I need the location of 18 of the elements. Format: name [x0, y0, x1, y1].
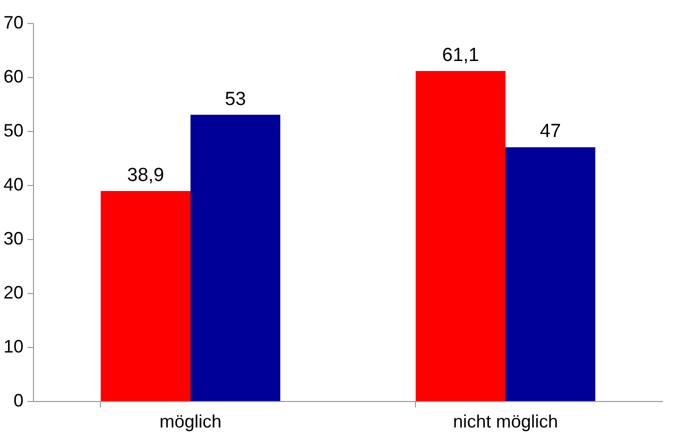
data-label: 38,9: [127, 164, 164, 186]
y-tick-label: 20: [3, 282, 24, 302]
data-label: 61,1: [442, 45, 480, 66]
data-label: 53: [224, 88, 246, 110]
y-tick-label: 60: [3, 66, 24, 86]
y-tick-label: 10: [3, 336, 24, 356]
bar: [100, 190, 190, 401]
y-tick-label: 50: [3, 120, 24, 140]
y-tick-label: 70: [3, 12, 24, 32]
x-tick-label: möglich: [159, 412, 222, 432]
bar: [190, 114, 280, 401]
y-tick-label: 40: [3, 174, 24, 194]
y-tick-label: 30: [3, 228, 24, 248]
bar: [506, 147, 596, 401]
x-tick-label: nicht möglich: [452, 412, 558, 432]
bar: [416, 71, 506, 401]
y-tick-label: 0: [13, 390, 24, 410]
data-label: 47: [540, 121, 561, 142]
